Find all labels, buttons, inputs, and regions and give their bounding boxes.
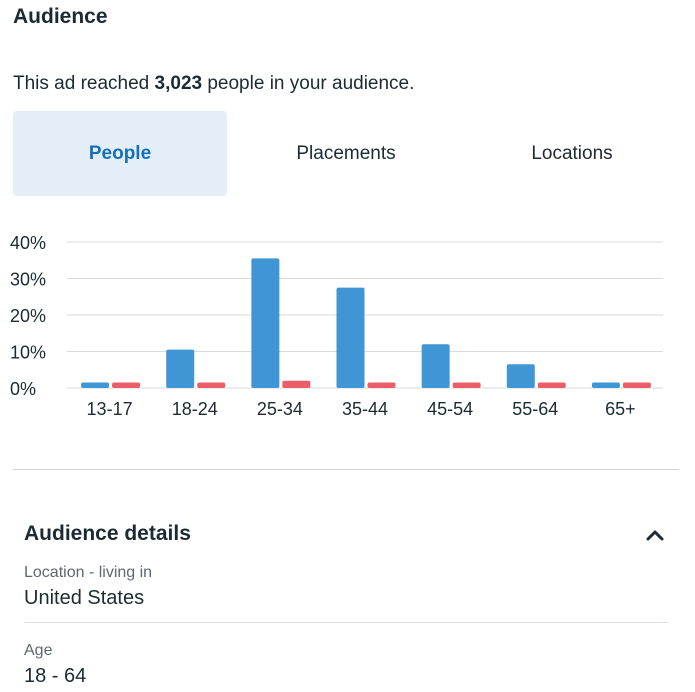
bar-series-b [197, 382, 226, 388]
bar-series-a [336, 287, 365, 388]
bar-series-a [166, 349, 195, 388]
y-tick-label: 20% [10, 306, 46, 326]
section-title: Audience [13, 5, 108, 28]
section-divider [13, 469, 679, 470]
age-distribution-chart: 0% 10% 20% 30% 40% 13-17 18-24 25-34 35-44 45-54 5… [0, 225, 695, 435]
bar-series-b [367, 382, 396, 388]
chevron-up-icon[interactable] [646, 528, 664, 542]
field-divider [24, 622, 668, 623]
audience-tabs: People Placements Locations [13, 111, 683, 196]
bar-series-a [421, 344, 450, 388]
reach-suffix: people in your audience. [202, 73, 415, 94]
bar-series-a [251, 258, 280, 388]
bar-series-a [81, 382, 110, 388]
chart-svg: 0% 10% 20% 30% 40% 13-17 18-24 25-34 35-44 45-54 5… [10, 233, 663, 419]
audience-details-toggle[interactable]: Audience details [24, 522, 668, 552]
bar-series-b [622, 382, 651, 388]
age-value: 18 - 64 [24, 665, 87, 687]
reach-count: 3,023 [154, 73, 203, 94]
x-tick-label: 13-17 [87, 399, 133, 419]
y-tick-label: 40% [10, 233, 46, 253]
tab-placements[interactable]: Placements [296, 142, 396, 164]
tab-locations[interactable]: Locations [531, 142, 613, 164]
x-tick-label: 45-54 [427, 399, 473, 419]
bar-series-b [282, 380, 311, 388]
bar-series-b [112, 382, 141, 388]
location-label: Location - living in [24, 564, 153, 581]
x-tick-label: 65+ [605, 399, 636, 419]
audience-details-title: Audience details [24, 522, 191, 545]
bar-series-b [452, 382, 481, 388]
x-tick-label: 25-34 [257, 399, 303, 419]
bar-series-a [591, 382, 620, 388]
y-tick-label: 0% [10, 379, 36, 399]
y-tick-label: 30% [10, 270, 46, 290]
x-tick-label: 18-24 [172, 399, 218, 419]
y-tick-label: 10% [10, 343, 46, 363]
location-value: United States [24, 587, 145, 609]
x-tick-label: 35-44 [342, 399, 388, 419]
reach-summary: This ad reached 3,023 people in your aud… [13, 73, 414, 95]
age-label: Age [24, 642, 53, 659]
bar-series-b [537, 382, 566, 388]
x-tick-label: 55-64 [512, 399, 558, 419]
bar-series-a [506, 364, 535, 388]
reach-prefix: This ad reached [13, 73, 155, 94]
tab-people[interactable]: People [13, 111, 227, 196]
